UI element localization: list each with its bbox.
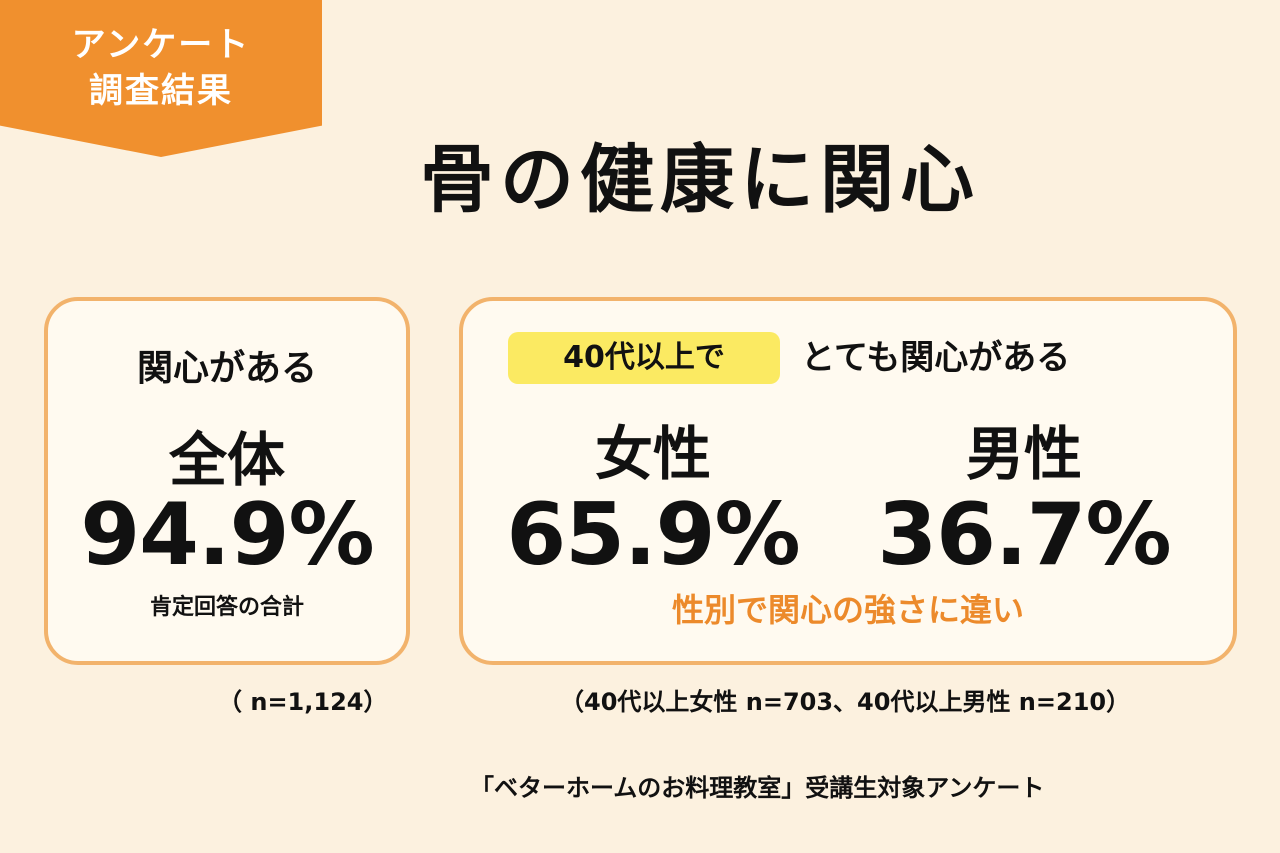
overall-note: 肯定回答の合計 xyxy=(149,595,304,620)
badge-line-1: アンケート xyxy=(71,25,251,65)
gender-heading: とても関心がある xyxy=(801,338,1071,378)
female-percent: 65.9% xyxy=(506,485,800,585)
survey-badge-label: アンケート 調査結果 xyxy=(0,22,322,114)
gender-note: 性別で関心の強さに違い xyxy=(671,591,1024,629)
highlight-text: 40代以上で xyxy=(563,340,725,375)
overall-label: 関心がある xyxy=(136,348,317,389)
gender-sample-size: （40代以上女性 n=703、40代以上男性 n=210） xyxy=(560,688,1131,716)
overall-sample-size: （ n=1,124） xyxy=(218,688,388,716)
overall-percent: 94.9% xyxy=(80,485,374,585)
overall-card: 関心がある 全体 94.9% 肯定回答の合計 xyxy=(44,297,410,665)
male-label: 男性 xyxy=(965,420,1082,488)
survey-badge xyxy=(0,0,322,157)
page-title: 骨の健康に関心 xyxy=(420,137,980,223)
source-note: 「ベターホームのお料理教室」受講生対象アンケート xyxy=(470,774,1045,802)
highlight-marker xyxy=(508,332,780,384)
gender-card: 40代以上で とても関心がある 女性 男性 65.9% 36.7% 性別で関心の… xyxy=(459,297,1237,665)
male-percent: 36.7% xyxy=(877,485,1171,585)
overall-group: 全体 xyxy=(168,426,285,494)
badge-line-2: 調査結果 xyxy=(89,71,233,111)
female-label: 女性 xyxy=(594,420,711,488)
